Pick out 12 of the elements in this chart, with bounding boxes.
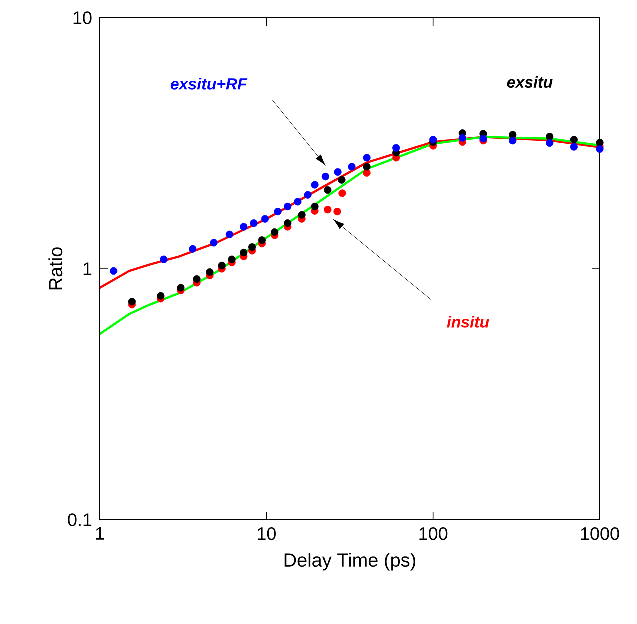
x-tick-label: 100 [420, 528, 448, 540]
x-tick-label: 1 [96, 528, 104, 540]
y-tick-label: 10 [74, 12, 92, 24]
x-axis-title: Delay Time (ps) [284, 553, 416, 571]
text: exsitu+RF [170, 78, 248, 90]
y-tick-label: 1 [84, 262, 92, 276]
x-tick-label: 1000 [581, 528, 620, 540]
y-axis-title: Ratio [48, 248, 63, 290]
x-tick-label: 10 [258, 528, 276, 540]
text: exsitu [507, 76, 553, 88]
y-tick-label: 0.1 [68, 514, 92, 526]
text: insitu [447, 316, 490, 328]
